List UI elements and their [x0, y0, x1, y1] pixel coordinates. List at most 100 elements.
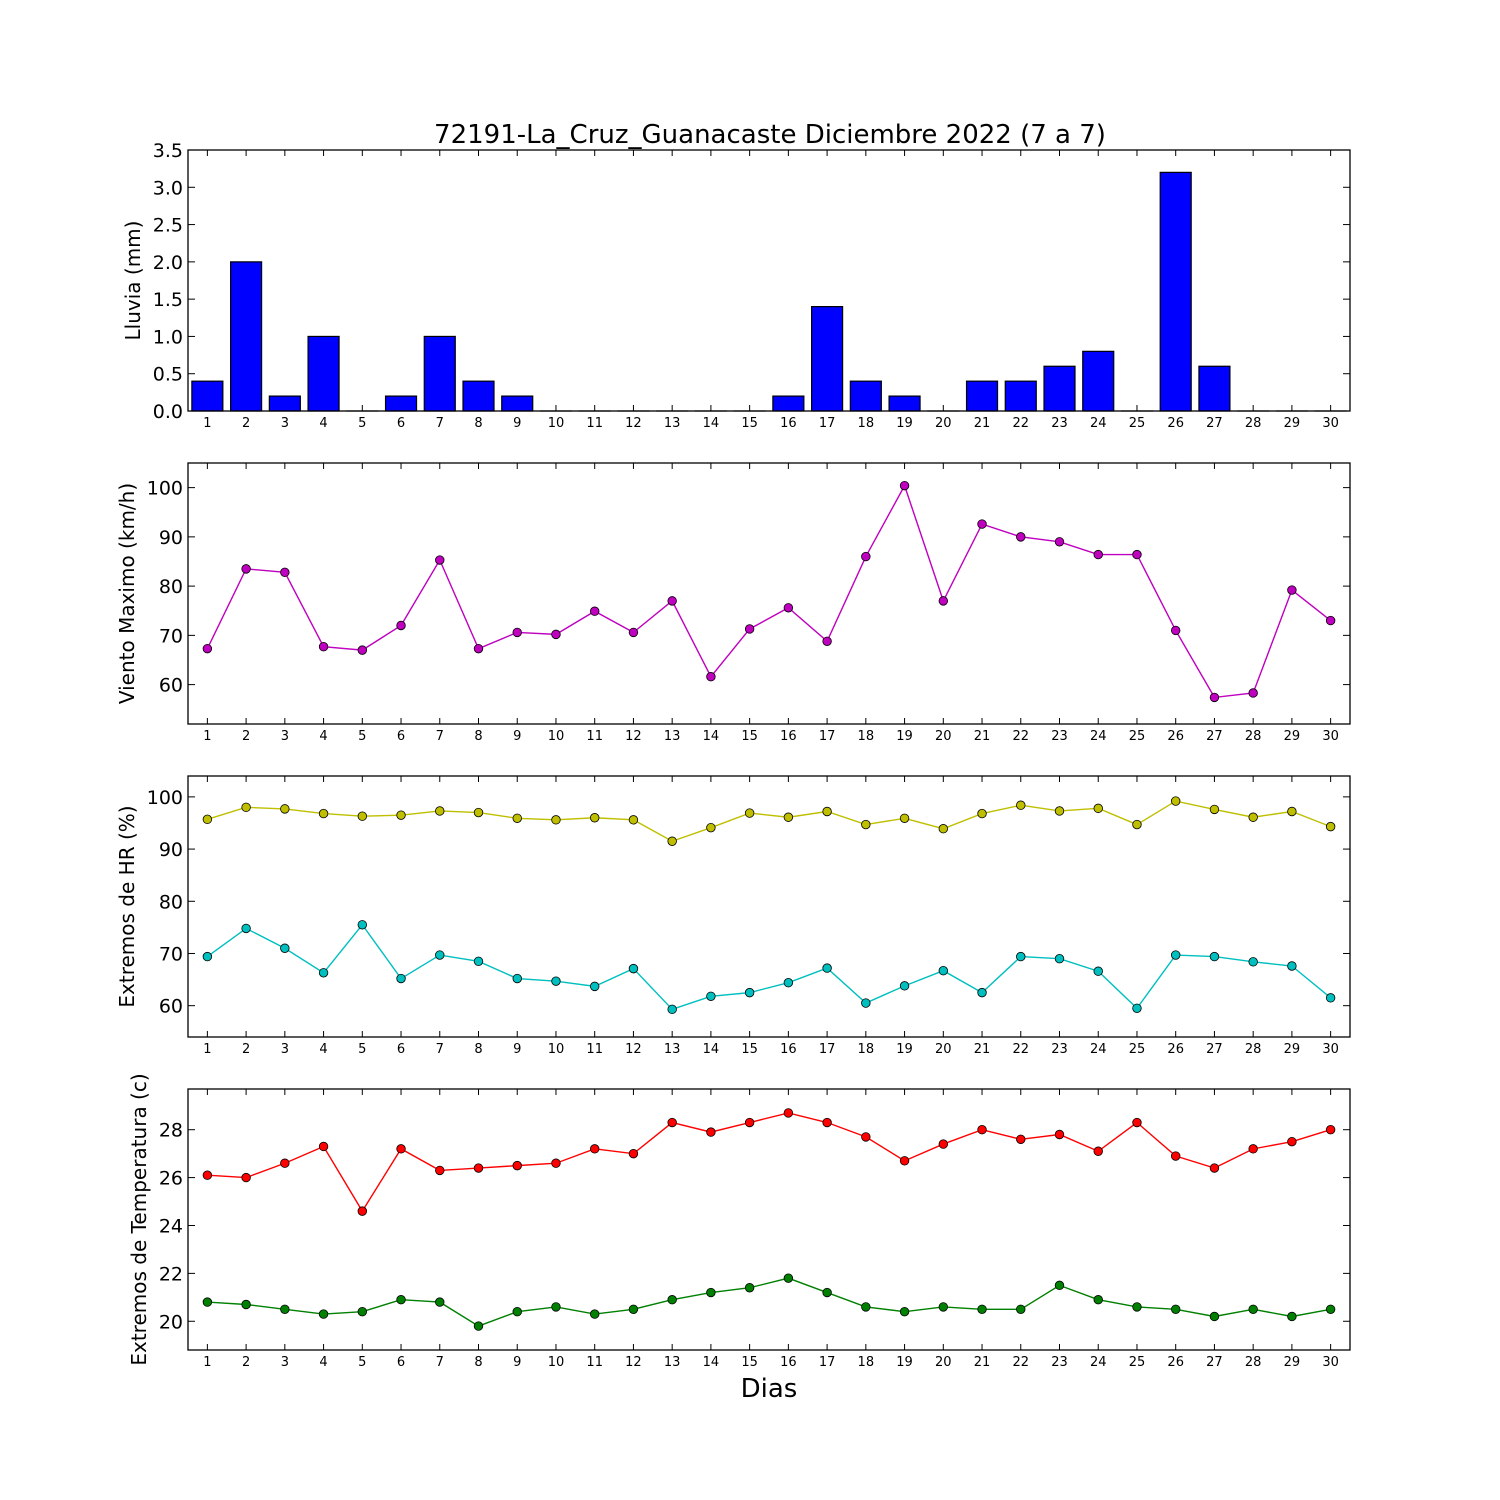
data-point-day-26: [1170, 796, 1181, 806]
x-tick-label: 7: [436, 729, 444, 744]
x-tick-label: 12: [625, 1355, 642, 1370]
data-point-day-8: [473, 643, 484, 654]
x-tick-label: 21: [974, 1042, 991, 1057]
data-point-day-8: [473, 956, 484, 967]
data-point-day-15: [744, 987, 755, 998]
data-point-day-24: [1093, 549, 1103, 560]
x-tick-label: 20: [935, 729, 952, 744]
x-tick-label: 13: [664, 1042, 681, 1057]
chart-panels: Lluvia (mm)0.00.51.01.52.02.53.03.51 2 3 4 5…: [115, 140, 1351, 1370]
x-tick-label: 12: [625, 416, 642, 431]
data-point-day-7: [435, 555, 445, 565]
series-line-1: [207, 1112, 1331, 1213]
x-tick-label: 10: [548, 729, 565, 744]
x-tick-label: 27: [1206, 1042, 1223, 1057]
x-tick-label: 13: [664, 1355, 681, 1370]
data-point-day-28: [1248, 1304, 1258, 1314]
data-point-day-30: [1325, 993, 1336, 1003]
data-point-day-20: [938, 1302, 949, 1312]
data-point-day-4: [318, 968, 329, 978]
x-tick-label: 24: [1090, 1042, 1107, 1057]
x-tick-label: 2: [242, 416, 250, 431]
x-tick-label: 22: [1012, 1042, 1029, 1057]
x-tick-label: 18: [858, 1355, 875, 1370]
data-point-day-14: [706, 991, 716, 1001]
x-tick-label: 16: [780, 1042, 797, 1057]
rain-bar-day-21: [965, 380, 999, 412]
data-point-day-28: [1248, 1144, 1258, 1154]
x-tick-label: 29: [1284, 416, 1301, 431]
x-tick-label: 18: [858, 416, 875, 431]
x-tick-label: 23: [1051, 1355, 1068, 1370]
data-point-day-5: [357, 920, 368, 930]
x-tick-label: 24: [1090, 416, 1107, 431]
x-tick-label: 8: [474, 1042, 482, 1057]
x-tick-label: 3: [281, 1042, 289, 1057]
data-point-day-18: [861, 998, 871, 1008]
rain-bar-day-27: [1198, 365, 1231, 412]
data-point-day-23: [1054, 1280, 1065, 1291]
data-point-day-16: [783, 978, 794, 988]
data-point-day-10: [551, 976, 561, 986]
data-point-day-9: [512, 813, 522, 823]
x-tick-label: 9: [513, 729, 521, 744]
data-point-day-23: [1054, 1129, 1065, 1140]
x-tick-label: 14: [703, 729, 720, 744]
rain-bar-day-17: [811, 306, 844, 412]
data-point-day-27: [1209, 951, 1220, 962]
x-tick-label: 3: [281, 1355, 289, 1370]
data-point-day-22: [1016, 1134, 1026, 1144]
data-point-day-11: [590, 1144, 600, 1154]
x-tick-label: 16: [780, 416, 797, 431]
x-tick-label: 19: [896, 1355, 913, 1370]
x-tick-label: 11: [586, 1355, 603, 1370]
data-point-day-27: [1209, 1311, 1220, 1322]
x-tick-label: 21: [974, 729, 991, 744]
y-axis-label: Extremos de HR (%): [115, 805, 139, 1007]
data-point-day-6: [396, 1144, 406, 1154]
data-point-day-3: [280, 1304, 290, 1314]
x-tick-label: 13: [664, 416, 681, 431]
data-point-day-22: [1016, 951, 1026, 962]
x-tick-label: 10: [548, 1042, 565, 1057]
data-point-day-13: [667, 836, 677, 846]
data-point-day-3: [280, 943, 290, 953]
x-tick-label: 28: [1245, 729, 1262, 744]
rain-bar-day-4: [307, 335, 340, 412]
data-point-day-26: [1170, 1304, 1181, 1314]
y-tick-label: 80: [159, 576, 183, 598]
x-tick-label: 7: [436, 1042, 444, 1057]
x-tick-label: 1: [203, 1042, 211, 1057]
x-tick-label: 4: [319, 729, 327, 744]
data-point-day-1: [202, 1170, 213, 1180]
rain-bar-day-2: [230, 261, 263, 412]
x-tick-label: 20: [935, 1042, 952, 1057]
x-tick-label: 30: [1322, 1042, 1339, 1057]
data-point-day-12: [628, 1304, 639, 1314]
data-point-day-10: [551, 815, 561, 825]
y-tick-label: 100: [147, 478, 183, 500]
data-point-day-30: [1325, 615, 1336, 626]
data-point-day-26: [1170, 950, 1181, 960]
data-point-day-22: [1016, 532, 1026, 542]
series-line-2: [206, 923, 1332, 1011]
x-tick-label: 8: [474, 416, 482, 431]
data-point-day-4: [318, 641, 329, 652]
data-point-day-25: [1132, 1302, 1142, 1312]
rain-bar-day-9: [501, 395, 534, 412]
rain-bar-day-22: [1004, 380, 1037, 412]
data-point-day-14: [706, 1127, 716, 1137]
x-tick-label: 24: [1090, 729, 1107, 744]
x-tick-label: 14: [703, 1355, 720, 1370]
x-tick-label: 10: [548, 416, 565, 431]
data-point-day-7: [435, 1297, 445, 1307]
rain-bar-day-26: [1159, 171, 1192, 412]
data-point-day-16: [783, 603, 794, 613]
x-tick-label: 20: [935, 416, 952, 431]
x-tick-label: 4: [319, 416, 327, 431]
data-point-day-13: [667, 1117, 677, 1128]
data-point-day-17: [822, 806, 832, 817]
